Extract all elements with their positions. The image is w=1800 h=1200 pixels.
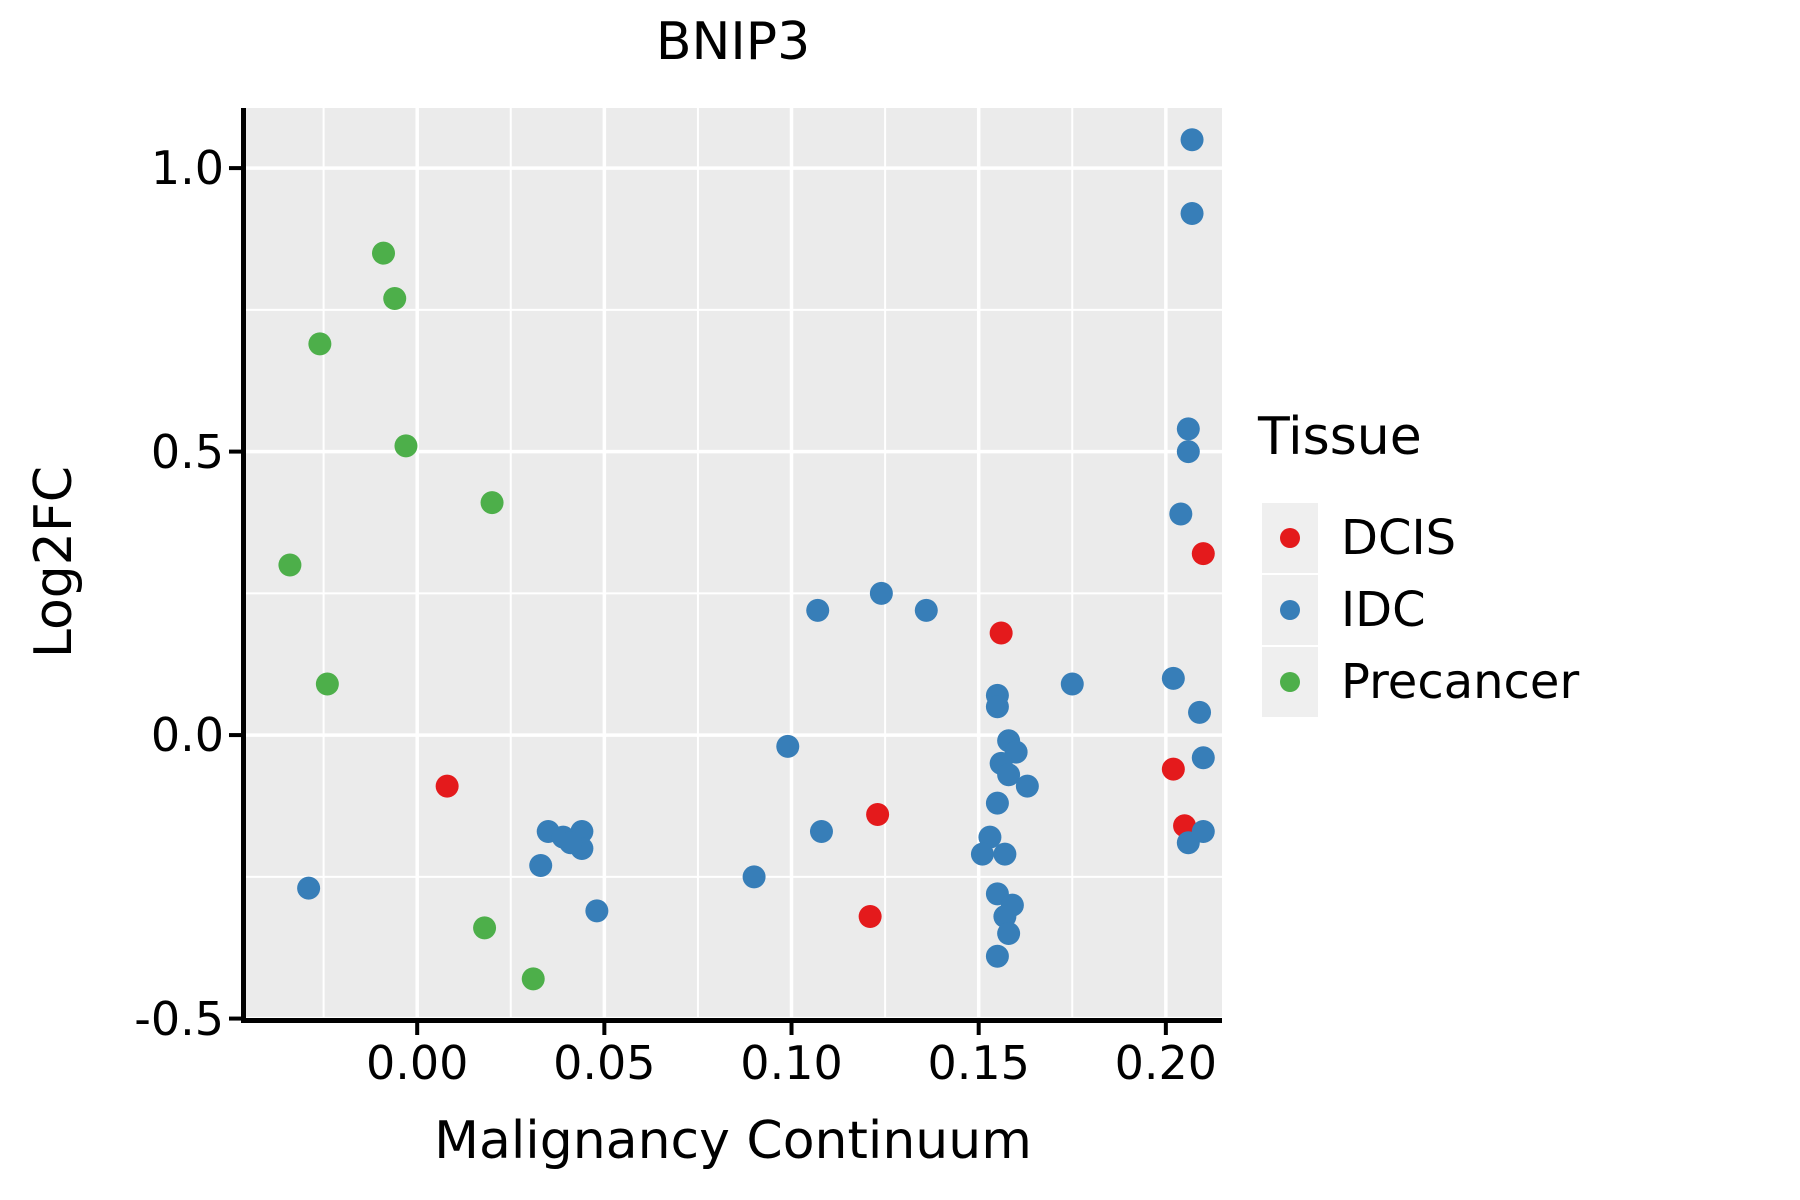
data-point bbox=[1188, 700, 1212, 724]
legend-key bbox=[1262, 503, 1318, 573]
y-tick-label: 0.5 bbox=[150, 424, 224, 479]
data-point bbox=[809, 819, 833, 843]
legend-item-label: IDC bbox=[1341, 582, 1426, 638]
plot-panel bbox=[245, 108, 1222, 1018]
data-point bbox=[372, 241, 396, 265]
data-point bbox=[1176, 831, 1200, 855]
x-axis-spine bbox=[241, 1018, 1222, 1023]
data-point bbox=[997, 763, 1021, 787]
data-point bbox=[297, 876, 321, 900]
data-point bbox=[1015, 774, 1039, 798]
data-point bbox=[989, 621, 1013, 645]
x-tick-label: 0.15 bbox=[927, 1036, 1030, 1090]
data-point bbox=[435, 774, 459, 798]
data-point bbox=[278, 553, 302, 577]
data-point bbox=[806, 598, 830, 622]
legend-title: Tissue bbox=[1258, 407, 1422, 467]
data-point bbox=[858, 905, 882, 929]
y-axis-label: Log2FC bbox=[24, 465, 84, 659]
legend-key bbox=[1262, 575, 1318, 645]
data-point bbox=[985, 695, 1009, 719]
data-point bbox=[997, 922, 1021, 946]
data-point bbox=[776, 734, 800, 758]
data-point bbox=[559, 831, 583, 855]
data-point bbox=[993, 842, 1017, 866]
data-point bbox=[529, 853, 553, 877]
data-point bbox=[1161, 757, 1185, 781]
legend-dot-icon bbox=[1280, 528, 1300, 548]
y-tick-label: -0.5 bbox=[134, 991, 224, 1046]
x-tick-label: 0.00 bbox=[365, 1036, 469, 1090]
legend-key bbox=[1262, 647, 1318, 717]
data-point bbox=[1169, 502, 1193, 526]
legend-item-label: Precancer bbox=[1341, 654, 1580, 710]
data-point bbox=[914, 598, 938, 622]
x-tick-label: 0.05 bbox=[553, 1036, 656, 1090]
data-point bbox=[985, 791, 1009, 815]
legend-dot-icon bbox=[1280, 672, 1300, 692]
data-point bbox=[742, 865, 766, 889]
data-point bbox=[383, 287, 407, 311]
chart-title: BNIP3 bbox=[655, 12, 811, 72]
data-point bbox=[970, 842, 994, 866]
data-point bbox=[308, 332, 332, 356]
y-axis-spine bbox=[241, 108, 246, 1023]
data-point bbox=[1161, 666, 1185, 690]
data-point bbox=[985, 944, 1009, 968]
data-point bbox=[1180, 128, 1204, 152]
data-point bbox=[1191, 542, 1215, 566]
y-tick-label: 0.0 bbox=[150, 708, 224, 763]
x-tick-label: 0.10 bbox=[740, 1036, 843, 1090]
legend-dot-icon bbox=[1280, 600, 1300, 620]
data-point bbox=[480, 491, 504, 515]
data-point bbox=[866, 802, 890, 826]
legend-item-label: DCIS bbox=[1341, 510, 1457, 566]
data-point bbox=[1191, 746, 1215, 770]
data-point bbox=[473, 916, 497, 940]
data-point bbox=[1176, 417, 1200, 441]
x-axis-label: Malignancy Continuum bbox=[434, 1111, 1032, 1171]
data-point bbox=[521, 967, 545, 991]
y-tick-label: 1.0 bbox=[150, 141, 224, 196]
data-point bbox=[394, 434, 418, 458]
data-point bbox=[585, 899, 609, 923]
data-point bbox=[869, 581, 893, 605]
data-point bbox=[1060, 672, 1084, 696]
data-point bbox=[1176, 440, 1200, 464]
data-point bbox=[1180, 201, 1204, 225]
x-tick-label: 0.20 bbox=[1114, 1036, 1218, 1090]
data-point bbox=[315, 672, 339, 696]
